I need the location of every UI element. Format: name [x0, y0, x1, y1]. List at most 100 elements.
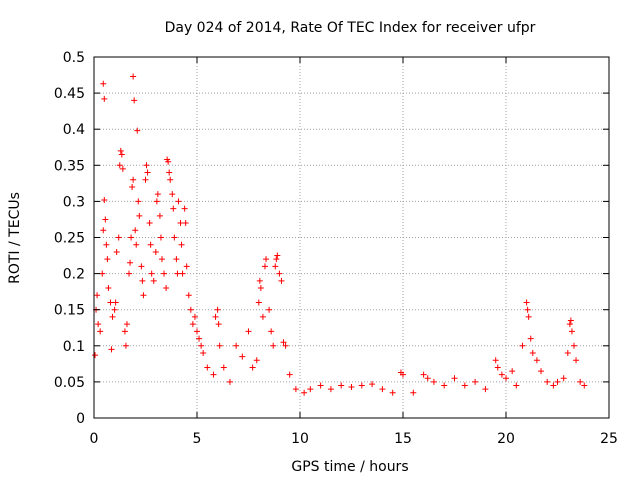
- data-point: [239, 353, 246, 360]
- data-point: [554, 378, 561, 385]
- data-point: [492, 357, 499, 364]
- data-point: [567, 317, 574, 324]
- data-point: [358, 382, 365, 389]
- data-point: [183, 263, 190, 270]
- data-point: [525, 313, 532, 320]
- data-point: [126, 270, 133, 277]
- data-point: [148, 270, 155, 277]
- data-point: [128, 234, 135, 241]
- data-point: [216, 342, 223, 349]
- data-point: [276, 270, 283, 277]
- data-point: [226, 378, 233, 385]
- data-point: [256, 277, 263, 284]
- data-point: [187, 306, 194, 313]
- data-point: [171, 234, 178, 241]
- data-point: [102, 216, 109, 223]
- data-point: [166, 169, 173, 176]
- data-point: [135, 198, 142, 205]
- y-tick-label: 0.2: [63, 267, 85, 283]
- data-point: [212, 313, 219, 320]
- data-point: [101, 95, 108, 102]
- data-point: [161, 270, 168, 277]
- data-point: [154, 191, 161, 198]
- data-point: [424, 375, 431, 382]
- x-axis-label: GPS time / hours: [291, 459, 408, 475]
- data-point: [153, 198, 160, 205]
- data-point: [544, 378, 551, 385]
- y-tick-label: 0.5: [63, 50, 85, 66]
- data-point: [116, 162, 123, 169]
- data-point: [134, 127, 141, 134]
- data-point: [564, 350, 571, 357]
- plot-area: [94, 57, 609, 418]
- data-point: [119, 165, 126, 172]
- data-point: [257, 285, 264, 292]
- data-point: [566, 321, 573, 328]
- data-point: [327, 386, 334, 393]
- data-point: [185, 292, 192, 299]
- data-point: [175, 198, 182, 205]
- data-point: [560, 375, 567, 382]
- data-point: [127, 259, 134, 266]
- data-point: [245, 328, 252, 335]
- data-point: [94, 292, 101, 299]
- data-point: [196, 335, 203, 342]
- data-point: [369, 381, 376, 388]
- data-point: [255, 299, 262, 306]
- y-tick-label: 0.3: [63, 194, 85, 210]
- data-point: [174, 270, 181, 277]
- axes: 0 0.05 0.1 0.15 0.2 0.25 0.3 0.35 0.4 0.45 0.5 0 5 10…: [54, 50, 618, 447]
- data-point: [509, 368, 516, 375]
- y-tick-label: 0.25: [54, 231, 85, 247]
- data-point: [189, 321, 196, 328]
- data-point: [430, 378, 437, 385]
- data-point: [498, 371, 505, 378]
- data-point: [178, 241, 185, 248]
- data-point: [122, 342, 129, 349]
- data-point: [568, 328, 575, 335]
- data-point: [253, 357, 260, 364]
- data-point: [268, 328, 275, 335]
- y-tick-label: 0.4: [63, 122, 85, 138]
- data-point: [147, 241, 154, 248]
- data-point: [131, 97, 138, 104]
- data-point: [130, 73, 137, 80]
- data-point: [261, 263, 268, 270]
- data-point: [118, 151, 125, 158]
- data-point: [210, 371, 217, 378]
- data-point: [270, 342, 277, 349]
- data-point: [249, 364, 256, 371]
- data-point: [420, 371, 427, 378]
- data-point: [259, 313, 266, 320]
- data-point: [167, 176, 174, 183]
- data-point: [181, 205, 188, 212]
- data-point: [272, 263, 279, 270]
- data-point: [103, 241, 110, 248]
- data-point: [280, 339, 287, 346]
- data-point: [133, 241, 140, 248]
- data-point: [307, 386, 314, 393]
- data-point: [121, 328, 128, 335]
- data-point: [410, 389, 417, 396]
- data-point: [144, 169, 151, 176]
- data-point: [140, 292, 147, 299]
- data-point: [198, 342, 205, 349]
- x-tick-label: 5: [193, 431, 202, 447]
- data-point: [156, 212, 163, 219]
- data-point: [263, 256, 270, 263]
- data-point: [177, 220, 184, 227]
- data-point: [338, 382, 345, 389]
- data-point: [389, 389, 396, 396]
- data-point: [123, 321, 130, 328]
- data-point: [573, 357, 580, 364]
- data-point: [482, 386, 489, 393]
- data-points: [92, 73, 588, 396]
- data-point: [111, 306, 118, 313]
- y-tick-label: 0.35: [54, 158, 85, 174]
- data-point: [138, 263, 145, 270]
- data-point: [570, 342, 577, 349]
- data-point: [513, 382, 520, 389]
- data-point: [139, 277, 146, 284]
- data-point: [163, 285, 170, 292]
